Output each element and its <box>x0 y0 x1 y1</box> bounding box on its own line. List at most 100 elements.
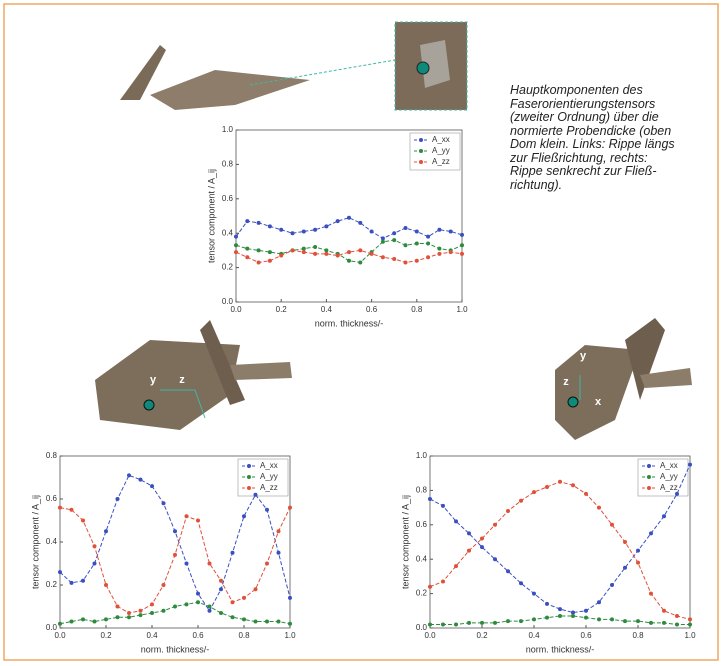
point <box>185 602 189 606</box>
caption-line: Faserorientierungstensors <box>510 98 723 112</box>
legend-label: A_zz <box>432 157 450 166</box>
point <box>404 226 408 230</box>
point <box>460 243 464 247</box>
point <box>162 583 166 587</box>
point <box>558 607 562 611</box>
point <box>324 252 328 256</box>
point <box>454 519 458 523</box>
point <box>597 600 601 604</box>
axis-symbol: z <box>179 374 185 386</box>
y-tick-label: 0.2 <box>46 580 58 589</box>
caption-line: Dom klein. Links: Rippe längs <box>510 138 723 152</box>
point <box>196 600 200 604</box>
point <box>493 557 497 561</box>
point <box>358 260 362 264</box>
point <box>254 587 258 591</box>
point <box>493 523 497 527</box>
point <box>70 508 74 512</box>
point <box>242 596 246 600</box>
point <box>480 537 484 541</box>
point <box>532 617 536 621</box>
point <box>454 623 458 627</box>
legend-label: A_yy <box>432 146 450 155</box>
point <box>506 569 510 573</box>
legend-label: A_xx <box>660 461 678 470</box>
point <box>571 614 575 618</box>
point <box>519 499 523 503</box>
point <box>254 620 258 624</box>
point <box>437 247 441 251</box>
point <box>623 566 627 570</box>
y-tick-label: 0.4 <box>46 537 58 546</box>
legend-label: A_yy <box>660 472 678 481</box>
point <box>558 480 562 484</box>
y-axis-label: tensor component / A_ij <box>30 495 40 589</box>
y-tick-label: 0.4 <box>222 228 234 237</box>
point <box>268 259 272 263</box>
plot-area <box>60 456 290 628</box>
point <box>268 250 272 254</box>
point <box>279 254 283 258</box>
point <box>116 605 120 609</box>
point <box>460 233 464 237</box>
point <box>58 506 62 510</box>
point <box>460 252 464 256</box>
point <box>234 250 238 254</box>
point <box>381 255 385 259</box>
caption-line: Rippe senkrecht zur Fließ- <box>510 165 723 179</box>
point <box>584 609 588 613</box>
x-tick-label: 0.4 <box>528 631 540 640</box>
point <box>313 245 317 249</box>
y-tick-label: 1.0 <box>416 451 428 460</box>
point <box>208 609 212 613</box>
point <box>302 247 306 251</box>
x-tick-label: 0.0 <box>230 305 242 314</box>
point <box>104 583 108 587</box>
point <box>467 621 471 625</box>
point <box>358 248 362 252</box>
point <box>597 617 601 621</box>
point <box>636 561 640 565</box>
point <box>597 506 601 510</box>
point <box>242 514 246 518</box>
point <box>139 613 143 617</box>
y-tick-label: 0.6 <box>416 520 428 529</box>
point <box>231 551 235 555</box>
page: yzxyzx0.00.20.40.60.81.00.00.20.40.60.81… <box>0 0 723 666</box>
legend-marker <box>419 160 423 164</box>
point <box>688 463 692 467</box>
x-tick-label: 0.8 <box>411 305 423 314</box>
point <box>336 219 340 223</box>
point <box>415 229 419 233</box>
point <box>649 531 653 535</box>
y-tick-label: 0.6 <box>46 494 58 503</box>
point <box>265 508 269 512</box>
point <box>81 617 85 621</box>
point <box>426 235 430 239</box>
point <box>688 617 692 621</box>
point <box>234 235 238 239</box>
point <box>58 570 62 574</box>
legend-marker <box>647 486 651 490</box>
point <box>545 616 549 620</box>
point <box>623 540 627 544</box>
point <box>610 617 614 621</box>
point <box>449 250 453 254</box>
point <box>245 247 249 251</box>
point <box>245 219 249 223</box>
axis-symbol: y <box>150 374 157 386</box>
point <box>291 248 295 252</box>
x-tick-label: 1.0 <box>684 631 696 640</box>
point <box>675 623 679 627</box>
legend-marker <box>247 475 251 479</box>
point <box>291 231 295 235</box>
point <box>636 549 640 553</box>
x-tick-label: 1.0 <box>456 305 468 314</box>
point <box>245 255 249 259</box>
point <box>347 250 351 254</box>
x-axis-label: norm. thickness/- <box>315 318 384 328</box>
point <box>302 250 306 254</box>
point <box>662 514 666 518</box>
axis-symbol: x <box>595 396 602 408</box>
